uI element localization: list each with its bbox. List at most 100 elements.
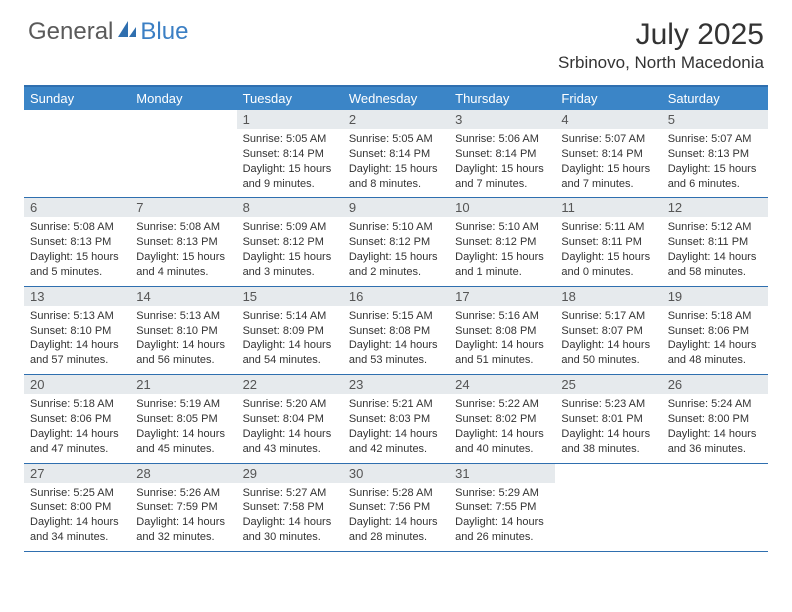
week-row: 20Sunrise: 5:18 AMSunset: 8:06 PMDayligh… (24, 375, 768, 463)
day-cell: 1Sunrise: 5:05 AMSunset: 8:14 PMDaylight… (237, 110, 343, 197)
day-number: 15 (237, 287, 343, 306)
daylight-text: Daylight: 14 hours and 58 minutes. (668, 250, 762, 280)
week-row: 27Sunrise: 5:25 AMSunset: 8:00 PMDayligh… (24, 464, 768, 552)
daylight-text: Daylight: 15 hours and 3 minutes. (243, 250, 337, 280)
sunrise-text: Sunrise: 5:12 AM (668, 220, 762, 235)
sunset-text: Sunset: 8:01 PM (561, 412, 655, 427)
sunset-text: Sunset: 8:11 PM (561, 235, 655, 250)
daylight-text: Daylight: 14 hours and 42 minutes. (349, 427, 443, 457)
sunrise-text: Sunrise: 5:08 AM (30, 220, 124, 235)
daylight-text: Daylight: 15 hours and 4 minutes. (136, 250, 230, 280)
daylight-text: Daylight: 14 hours and 53 minutes. (349, 338, 443, 368)
sunset-text: Sunset: 8:03 PM (349, 412, 443, 427)
day-number: 13 (24, 287, 130, 306)
day-number: 11 (555, 198, 661, 217)
sunset-text: Sunset: 8:08 PM (455, 324, 549, 339)
daylight-text: Daylight: 14 hours and 26 minutes. (455, 515, 549, 545)
day-cell: 5Sunrise: 5:07 AMSunset: 8:13 PMDaylight… (662, 110, 768, 197)
day-details: Sunrise: 5:10 AMSunset: 8:12 PMDaylight:… (343, 217, 449, 285)
sunset-text: Sunset: 8:12 PM (349, 235, 443, 250)
daylight-text: Daylight: 15 hours and 6 minutes. (668, 162, 762, 192)
day-cell: 18Sunrise: 5:17 AMSunset: 8:07 PMDayligh… (555, 287, 661, 374)
day-cell: 26Sunrise: 5:24 AMSunset: 8:00 PMDayligh… (662, 375, 768, 462)
week-row: 1Sunrise: 5:05 AMSunset: 8:14 PMDaylight… (24, 110, 768, 198)
day-number: 2 (343, 110, 449, 129)
day-cell: 7Sunrise: 5:08 AMSunset: 8:13 PMDaylight… (130, 198, 236, 285)
day-cell (555, 464, 661, 551)
day-number: 21 (130, 375, 236, 394)
day-details: Sunrise: 5:06 AMSunset: 8:14 PMDaylight:… (449, 129, 555, 197)
day-cell: 14Sunrise: 5:13 AMSunset: 8:10 PMDayligh… (130, 287, 236, 374)
day-cell: 21Sunrise: 5:19 AMSunset: 8:05 PMDayligh… (130, 375, 236, 462)
sunrise-text: Sunrise: 5:11 AM (561, 220, 655, 235)
sunset-text: Sunset: 8:04 PM (243, 412, 337, 427)
day-cell: 23Sunrise: 5:21 AMSunset: 8:03 PMDayligh… (343, 375, 449, 462)
day-details: Sunrise: 5:27 AMSunset: 7:58 PMDaylight:… (237, 483, 343, 551)
sunset-text: Sunset: 8:14 PM (243, 147, 337, 162)
weekday-header: Wednesday (343, 87, 449, 110)
logo-text-general: General (28, 18, 113, 46)
daylight-text: Daylight: 14 hours and 40 minutes. (455, 427, 549, 457)
week-row: 6Sunrise: 5:08 AMSunset: 8:13 PMDaylight… (24, 198, 768, 286)
day-number: 4 (555, 110, 661, 129)
day-number: 18 (555, 287, 661, 306)
day-number: 25 (555, 375, 661, 394)
logo-sail-icon (116, 19, 138, 39)
daylight-text: Daylight: 14 hours and 56 minutes. (136, 338, 230, 368)
page-header: General Blue July 2025 Srbinovo, North M… (0, 0, 792, 79)
sunset-text: Sunset: 8:13 PM (668, 147, 762, 162)
sunrise-text: Sunrise: 5:24 AM (668, 397, 762, 412)
sunset-text: Sunset: 8:10 PM (30, 324, 124, 339)
sunset-text: Sunset: 8:09 PM (243, 324, 337, 339)
day-details: Sunrise: 5:07 AMSunset: 8:14 PMDaylight:… (555, 129, 661, 197)
day-number: 22 (237, 375, 343, 394)
sunrise-text: Sunrise: 5:09 AM (243, 220, 337, 235)
day-cell: 11Sunrise: 5:11 AMSunset: 8:11 PMDayligh… (555, 198, 661, 285)
day-details: Sunrise: 5:11 AMSunset: 8:11 PMDaylight:… (555, 217, 661, 285)
sunrise-text: Sunrise: 5:23 AM (561, 397, 655, 412)
weeks-container: 1Sunrise: 5:05 AMSunset: 8:14 PMDaylight… (24, 110, 768, 552)
sunrise-text: Sunrise: 5:25 AM (30, 486, 124, 501)
day-number: 1 (237, 110, 343, 129)
sunset-text: Sunset: 8:06 PM (30, 412, 124, 427)
sunset-text: Sunset: 8:14 PM (349, 147, 443, 162)
day-cell: 8Sunrise: 5:09 AMSunset: 8:12 PMDaylight… (237, 198, 343, 285)
day-number: 26 (662, 375, 768, 394)
daylight-text: Daylight: 14 hours and 51 minutes. (455, 338, 549, 368)
weekday-header: Friday (555, 87, 661, 110)
weekday-header: Saturday (662, 87, 768, 110)
sunrise-text: Sunrise: 5:20 AM (243, 397, 337, 412)
day-details: Sunrise: 5:22 AMSunset: 8:02 PMDaylight:… (449, 394, 555, 462)
day-details: Sunrise: 5:15 AMSunset: 8:08 PMDaylight:… (343, 306, 449, 374)
daylight-text: Daylight: 15 hours and 7 minutes. (455, 162, 549, 192)
daylight-text: Daylight: 14 hours and 47 minutes. (30, 427, 124, 457)
sunrise-text: Sunrise: 5:16 AM (455, 309, 549, 324)
day-cell: 27Sunrise: 5:25 AMSunset: 8:00 PMDayligh… (24, 464, 130, 551)
day-number: 8 (237, 198, 343, 217)
sunset-text: Sunset: 8:13 PM (136, 235, 230, 250)
sunrise-text: Sunrise: 5:13 AM (30, 309, 124, 324)
day-cell: 31Sunrise: 5:29 AMSunset: 7:55 PMDayligh… (449, 464, 555, 551)
day-number: 29 (237, 464, 343, 483)
day-cell (662, 464, 768, 551)
sunset-text: Sunset: 8:02 PM (455, 412, 549, 427)
day-cell: 15Sunrise: 5:14 AMSunset: 8:09 PMDayligh… (237, 287, 343, 374)
day-details: Sunrise: 5:18 AMSunset: 8:06 PMDaylight:… (24, 394, 130, 462)
day-cell: 9Sunrise: 5:10 AMSunset: 8:12 PMDaylight… (343, 198, 449, 285)
sunrise-text: Sunrise: 5:27 AM (243, 486, 337, 501)
day-cell: 13Sunrise: 5:13 AMSunset: 8:10 PMDayligh… (24, 287, 130, 374)
title-block: July 2025 Srbinovo, North Macedonia (558, 18, 764, 73)
daylight-text: Daylight: 14 hours and 38 minutes. (561, 427, 655, 457)
day-cell: 20Sunrise: 5:18 AMSunset: 8:06 PMDayligh… (24, 375, 130, 462)
day-cell: 28Sunrise: 5:26 AMSunset: 7:59 PMDayligh… (130, 464, 236, 551)
daylight-text: Daylight: 14 hours and 45 minutes. (136, 427, 230, 457)
day-details: Sunrise: 5:05 AMSunset: 8:14 PMDaylight:… (237, 129, 343, 197)
sunrise-text: Sunrise: 5:18 AM (30, 397, 124, 412)
day-cell: 6Sunrise: 5:08 AMSunset: 8:13 PMDaylight… (24, 198, 130, 285)
sunset-text: Sunset: 7:58 PM (243, 500, 337, 515)
day-details: Sunrise: 5:08 AMSunset: 8:13 PMDaylight:… (130, 217, 236, 285)
logo-text-blue: Blue (140, 18, 188, 46)
sunset-text: Sunset: 8:07 PM (561, 324, 655, 339)
weekday-header: Sunday (24, 87, 130, 110)
sunset-text: Sunset: 8:14 PM (561, 147, 655, 162)
